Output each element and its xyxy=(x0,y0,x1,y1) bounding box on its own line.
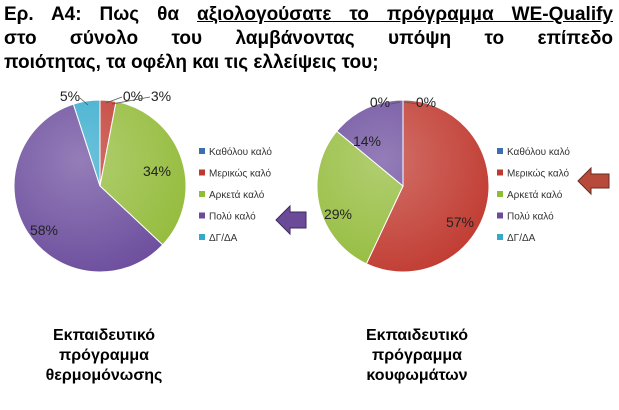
legend-swatch-cat-2 xyxy=(497,191,503,197)
data-label-cat-1: 3% xyxy=(151,88,171,104)
legend-label-cat-1: Μερικώς καλό xyxy=(507,168,569,180)
legend-swatch-cat-1 xyxy=(199,169,205,176)
data-label-cat-0: 0% xyxy=(416,94,436,110)
data-label-cat-2: 29% xyxy=(324,206,352,222)
title-line-3: ποιότητας, τα οφέλη και τις ελλείψεις το… xyxy=(4,52,379,73)
legend-swatch-cat-2 xyxy=(199,191,205,197)
data-label-cat-2: 34% xyxy=(143,163,171,179)
pie-chart-thermal-insulation: 0% 3% 34% 58% 5% Καθόλου καλό Μερικώς καλό Αρκε… xyxy=(13,88,272,273)
data-label-cat-3: 14% xyxy=(353,133,381,149)
pie-sheen xyxy=(317,100,489,272)
leader-line xyxy=(79,97,89,106)
legend-label-cat-3: Πολύ καλό xyxy=(507,211,554,223)
pie-chart-window-frames: 0% 57% 29% 14% 0% Καθόλου καλό Μερικώς καλό Αρκ… xyxy=(316,94,570,273)
caption-window-frames: Εκπαιδευτικό πρόγραμμα κουφωμάτων xyxy=(327,326,507,386)
legend-swatch-cat-3 xyxy=(497,212,503,219)
leader-line xyxy=(111,96,151,105)
legend-label-cat-2: Αρκετά καλό xyxy=(209,189,265,201)
arrow-left-icon xyxy=(275,204,307,236)
legend-swatch-cat-0 xyxy=(497,148,503,154)
data-label-cat-3: 58% xyxy=(30,222,58,238)
data-label-cat-1: 57% xyxy=(446,214,474,230)
legend-swatch-cat-1 xyxy=(497,169,503,176)
legend-label-cat-0: Καθόλου καλό xyxy=(507,146,570,158)
data-label-cat-4: 0% xyxy=(370,94,390,110)
title-underlined: αξιολογούσατε το πρόγραμμα WE-Qualify xyxy=(197,4,613,25)
caption-right-line-3: κουφωμάτων xyxy=(366,367,468,384)
highlight-arrows xyxy=(275,166,610,236)
legend-label-cat-4: ΔΓ/ΔΑ xyxy=(209,233,238,244)
leader-line xyxy=(390,101,401,105)
caption-right-line-2: πρόγραμμα xyxy=(372,347,462,364)
page-title: Ερ. Α4: Πως θα αξιολογούσατε το πρόγραμμ… xyxy=(4,3,613,75)
arrow-right-icon xyxy=(577,166,610,196)
caption-right-line-1: Εκπαιδευτικό xyxy=(365,327,469,344)
data-label-cat-4: 5% xyxy=(60,88,80,104)
caption-left-line-1: Εκπαιδευτικό xyxy=(52,327,156,344)
title-prefix: Ερ. Α4: Πως θα xyxy=(4,4,198,25)
title-line-2: στο σύνολο του λαμβάνοντας υπόψη το επίπ… xyxy=(4,28,613,49)
legend-label-cat-1: Μερικώς καλό xyxy=(209,168,271,180)
caption-thermal-insulation: Εκπαιδευτικό πρόγραμμα θερμομόνωσης xyxy=(14,326,194,386)
pie-sheen xyxy=(14,100,186,272)
legend-label-cat-2: Αρκετά καλό xyxy=(507,189,563,201)
caption-left-line-2: πρόγραμμα xyxy=(59,347,149,364)
legend-label-cat-4: ΔΓ/ΔΑ xyxy=(507,233,536,244)
caption-left-line-3: θερμομόνωσης xyxy=(45,367,163,384)
legend-label-cat-0: Καθόλου καλό xyxy=(209,146,272,158)
legend-label-cat-3: Πολύ καλό xyxy=(209,211,256,223)
leader-line xyxy=(105,96,123,104)
data-label-cat-0: 0% xyxy=(123,88,143,104)
legend-swatch-cat-0 xyxy=(199,148,205,154)
leader-line xyxy=(403,101,418,105)
legend-swatch-cat-4 xyxy=(497,234,503,240)
legend-swatch-cat-3 xyxy=(199,212,205,219)
legend-swatch-cat-4 xyxy=(199,234,205,240)
